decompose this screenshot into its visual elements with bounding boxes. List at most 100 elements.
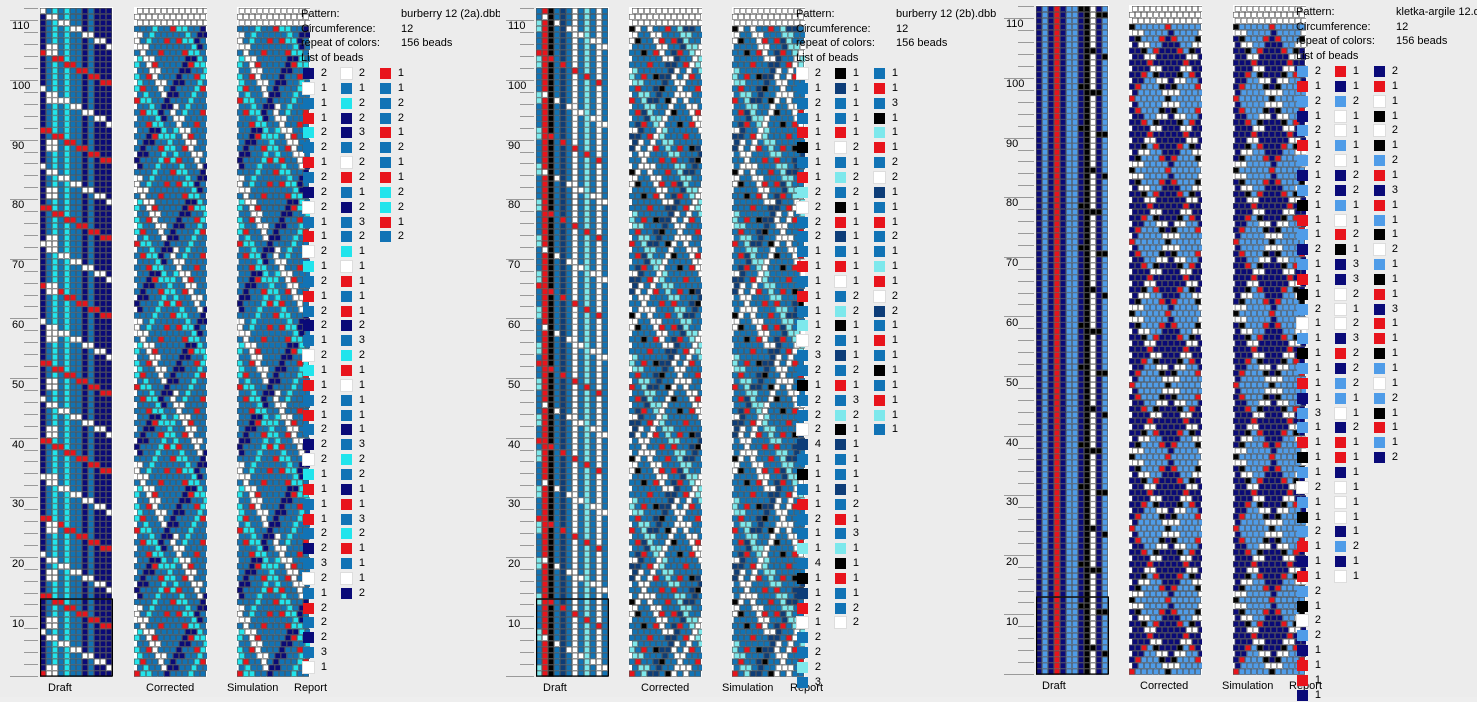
bead-entry: 2 [1335, 169, 1363, 182]
bead-entry: 1 [1335, 451, 1363, 464]
bead-color-swatch [1374, 348, 1385, 360]
bead-color-swatch [1374, 214, 1385, 226]
ruler-tick [1018, 530, 1034, 532]
bead-entry: 3 [1374, 303, 1402, 316]
simulation-grid[interactable] [732, 7, 805, 677]
bead-count: 3 [1352, 332, 1359, 345]
bead-entry: 1 [1335, 392, 1363, 405]
bead-entry: 1 [1297, 600, 1325, 613]
bead-entry: 2 [341, 453, 369, 466]
row-number: 10 [12, 618, 25, 630]
ruler-tick [1004, 495, 1034, 497]
bead-entry: 1 [1297, 377, 1325, 390]
bead-entry: 1 [341, 186, 369, 199]
bead-entry: 1 [1335, 436, 1363, 449]
bead-entry: 1 [1335, 80, 1363, 93]
ruler-tick [1018, 89, 1034, 91]
simulation-grid[interactable] [237, 7, 310, 677]
ruler-tick [24, 568, 38, 570]
bead-color-swatch [380, 201, 391, 213]
bead-entry: 3 [797, 676, 825, 689]
bead-entry: 3 [341, 334, 369, 347]
bead-color-swatch [303, 305, 314, 317]
bead-count: 2 [320, 616, 327, 629]
repeat-label: repeat of colors: [796, 37, 875, 49]
bead-color-swatch [874, 350, 885, 362]
ruler-tick [10, 258, 38, 260]
bead-entry: 1 [341, 483, 369, 496]
draft-grid[interactable] [40, 7, 113, 677]
bead-entry: 1 [341, 542, 369, 555]
bead-entry: 2 [303, 602, 331, 615]
simulation-grid[interactable] [1233, 5, 1306, 675]
bead-entry: 3 [303, 646, 331, 659]
bead-entry: 1 [302, 661, 331, 674]
bead-color-swatch [1374, 422, 1385, 434]
bead-entry: 2 [797, 631, 825, 644]
bead-count: 3 [1352, 258, 1359, 271]
bead-color-swatch [303, 335, 314, 347]
bead-color-swatch [797, 454, 808, 466]
corrected-grid[interactable] [134, 7, 207, 677]
bead-entry: 1 [874, 379, 902, 392]
bead-color-swatch [1334, 109, 1347, 123]
bead-count: 2 [320, 126, 327, 139]
ruler-tick [520, 282, 534, 284]
bead-count: 4 [814, 438, 821, 451]
row-number: 100 [508, 79, 527, 92]
bead-entry: 2 [797, 394, 825, 407]
bead-count: 4 [814, 557, 821, 570]
bead-count: 1 [1314, 540, 1321, 553]
corrected-grid[interactable] [1129, 5, 1202, 675]
bead-count: 1 [1352, 465, 1359, 478]
bead-color-swatch [303, 543, 314, 555]
bead-entry: 2 [303, 527, 331, 540]
bead-entry: 2 [341, 97, 369, 110]
bead-entry: 1 [835, 587, 863, 600]
bead-count: 1 [1314, 673, 1321, 686]
bead-color-swatch [303, 424, 314, 436]
corrected-label: Corrected [1140, 680, 1189, 692]
bead-count: 1 [358, 364, 365, 376]
ruler-tick [520, 592, 534, 594]
bead-count: 2 [320, 453, 327, 466]
ruler-tick [24, 211, 38, 213]
bead-count: 3 [1391, 183, 1398, 196]
ruler-tick [520, 485, 534, 487]
bead-color-swatch [302, 81, 315, 95]
bead-count: 1 [320, 260, 327, 273]
bead-count: 2 [397, 230, 404, 243]
bead-count: 2 [320, 67, 327, 79]
ruler-tick [506, 378, 534, 379]
bead-entry: 1 [835, 349, 863, 362]
bead-count: 2 [814, 334, 821, 347]
bead-color-swatch [1373, 94, 1386, 108]
draft-grid[interactable] [1036, 5, 1109, 675]
ruler-tick [520, 151, 534, 153]
bead-entry: 2 [1297, 124, 1325, 137]
ruler-tick [1018, 519, 1034, 521]
bead-color-swatch [341, 409, 352, 421]
bead-entry: 1 [874, 141, 902, 154]
bead-color-swatch [835, 305, 846, 317]
bead-count: 2 [891, 304, 898, 317]
bead-entry: 1 [341, 82, 369, 95]
bead-entry: 2 [874, 230, 902, 243]
bead-count: 2 [1391, 154, 1398, 167]
bead-color-swatch [835, 171, 846, 183]
ruler-tick [1004, 137, 1034, 139]
bead-count: 1 [814, 245, 821, 258]
bead-color-swatch [835, 127, 846, 139]
bead-color-swatch [340, 260, 353, 274]
bead-entry: 2 [835, 186, 863, 199]
bead-count: 1 [891, 274, 898, 287]
corrected-grid[interactable] [629, 7, 702, 677]
bead-color-swatch [1296, 317, 1309, 331]
draft-grid[interactable] [536, 7, 609, 677]
bead-count: 2 [320, 245, 327, 258]
bead-entry: 2 [1374, 392, 1402, 405]
bead-count: 3 [358, 334, 365, 347]
bead-count: 1 [1314, 139, 1321, 152]
bead-color-swatch [874, 127, 885, 139]
row-number: 50 [12, 378, 25, 391]
